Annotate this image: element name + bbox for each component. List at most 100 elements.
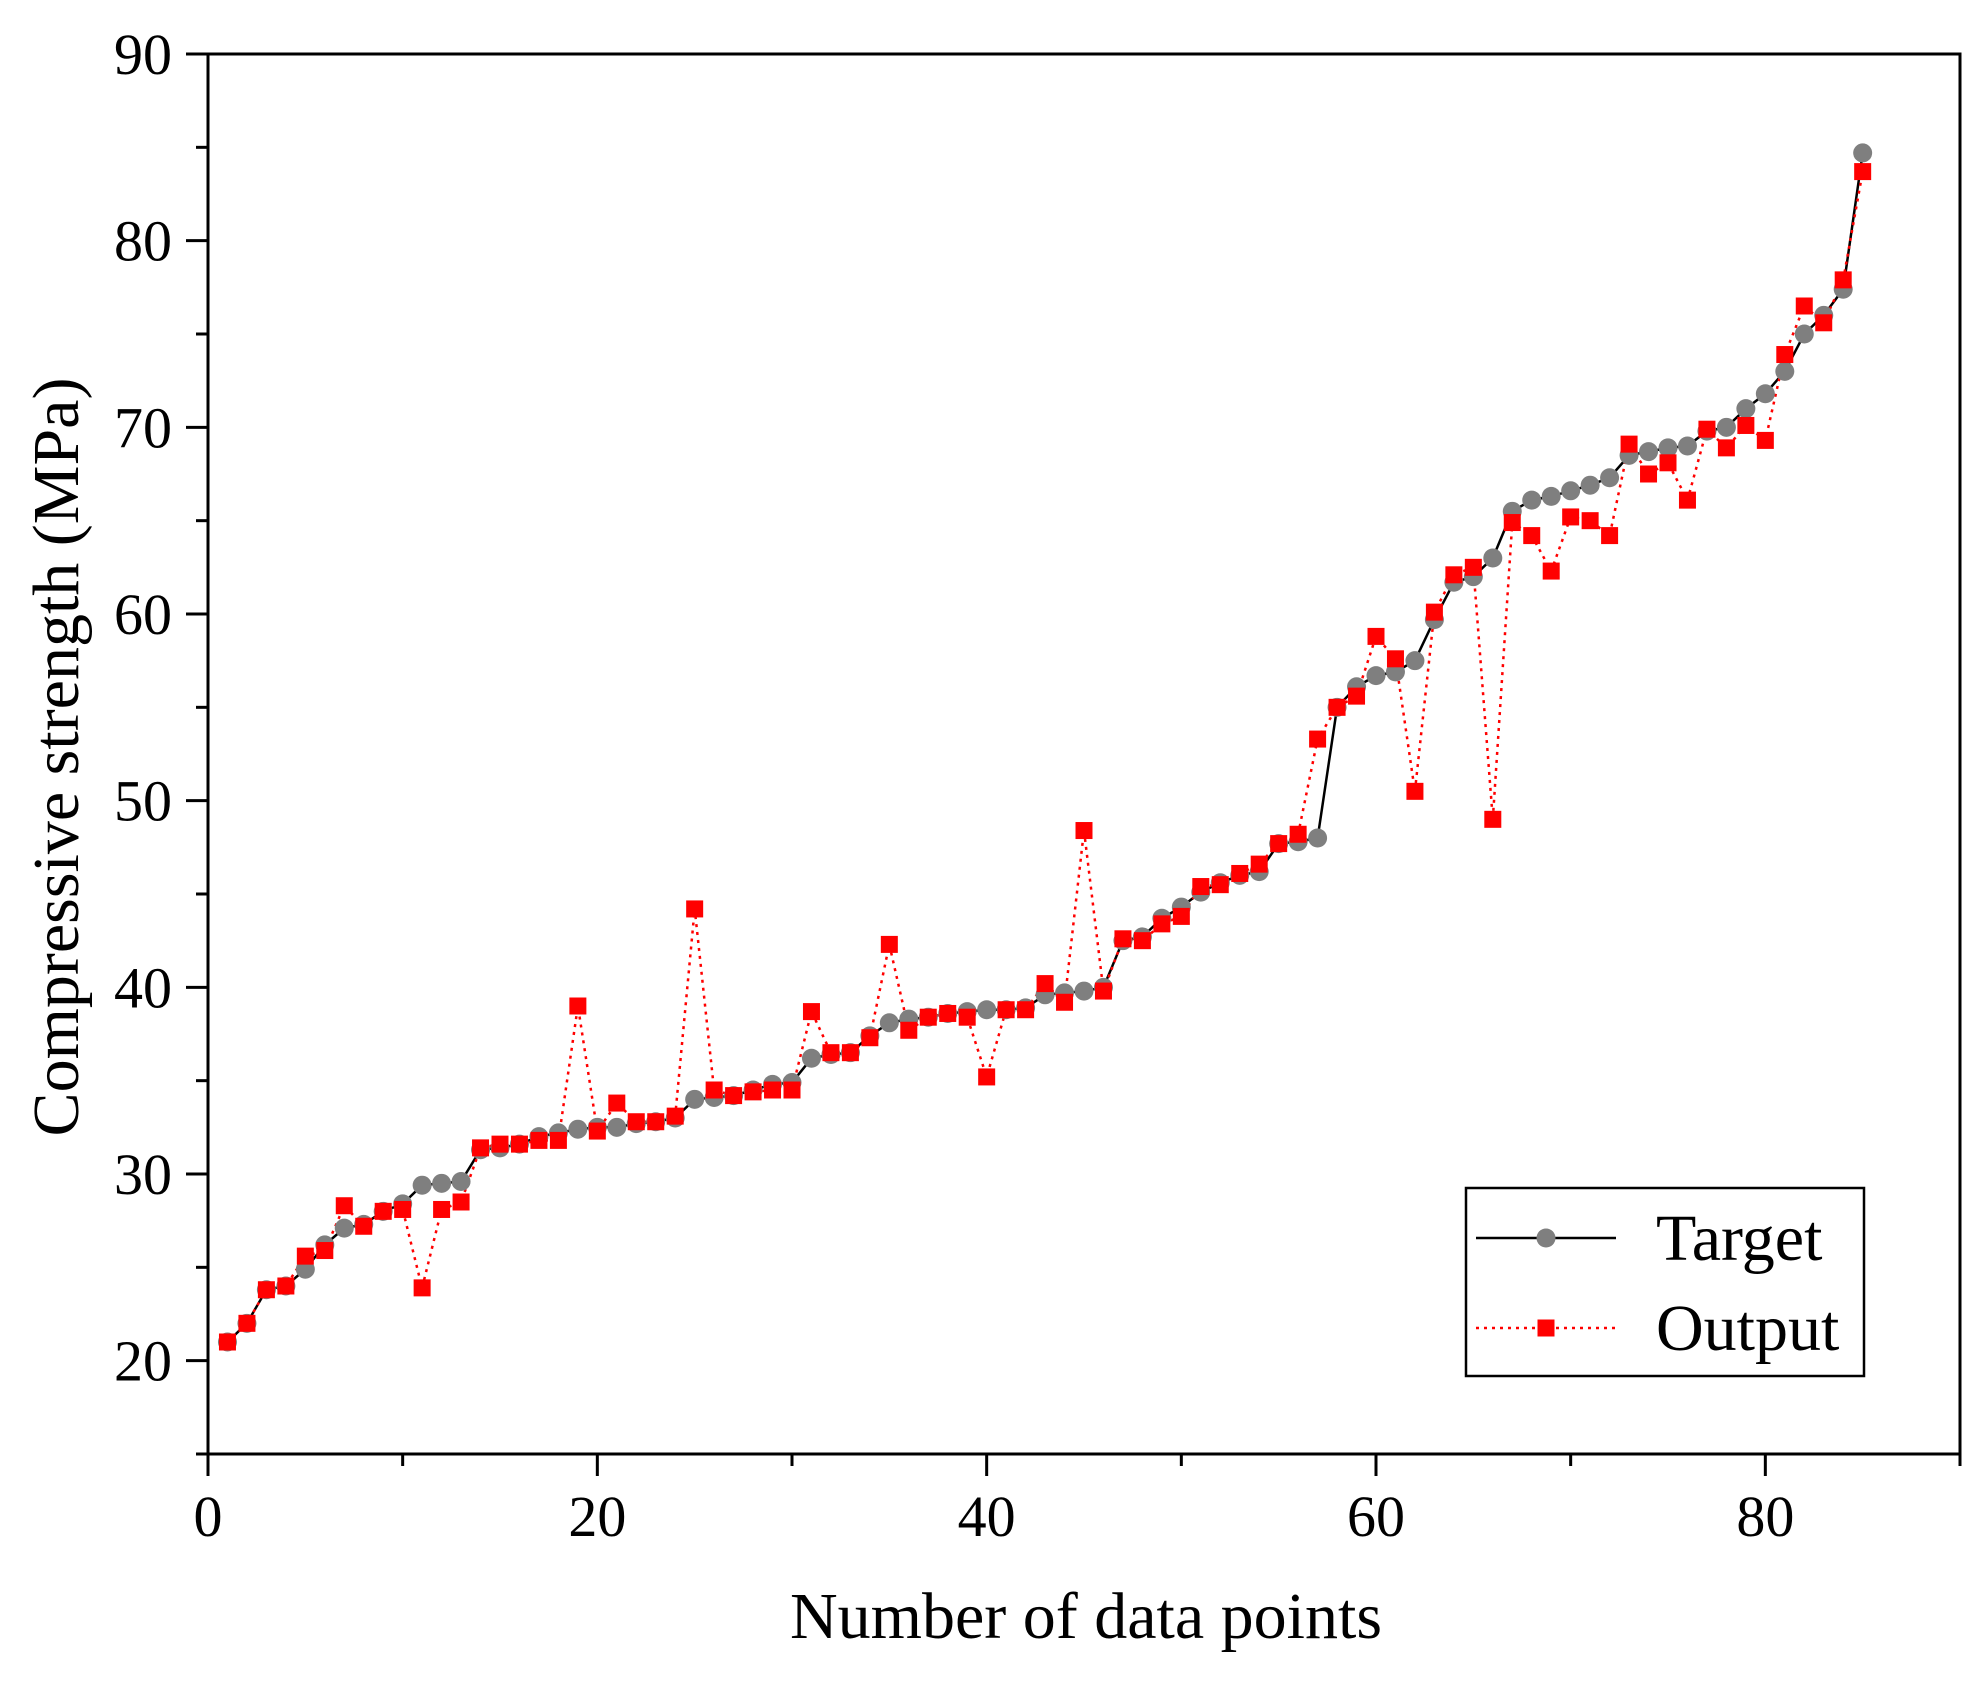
output-point [861,1029,879,1047]
output-point [705,1081,723,1099]
legend-output-label: Output [1656,1292,1839,1365]
output-point [569,997,587,1015]
output-point [1094,982,1112,1000]
output-point [1854,163,1872,181]
output-point [1114,930,1132,948]
output-point [530,1131,548,1149]
target-point [607,1117,627,1137]
output-point [1192,878,1210,896]
target-point [1074,981,1094,1001]
output-point [374,1202,392,1220]
output-point [1503,514,1521,532]
output-point [1309,730,1327,748]
output-point [257,1281,275,1299]
target-point [1561,481,1581,501]
output-point [783,1081,801,1099]
output-point [1737,416,1755,434]
output-point [1017,1001,1035,1019]
y-tick-label: 80 [114,209,172,274]
output-point [900,1021,918,1039]
output-point [880,935,898,953]
target-point [879,1013,899,1033]
output-point [218,1333,236,1351]
output-point [1036,975,1054,993]
output-point [1348,687,1366,705]
target-point [1677,436,1697,456]
legend-target-label: Target [1656,1202,1822,1275]
target-series-line [226,152,1864,1343]
output-point [394,1200,412,1218]
y-tick-label: 90 [114,22,172,87]
plot-area-frame [206,52,1962,1456]
target-point [1639,442,1659,462]
output-point [510,1135,528,1153]
output-point [452,1193,470,1211]
target-point [334,1218,354,1238]
target-point [801,1048,821,1068]
x-tick-label: 40 [958,1484,1016,1549]
output-point [1250,855,1268,873]
target-point [1775,361,1795,381]
output-point [1542,562,1560,580]
output-point [1815,314,1833,332]
x-axis-title: Number of data points [790,1580,1382,1653]
output-point [1328,698,1346,716]
y-tick-label: 30 [114,1142,172,1207]
target-point [977,1000,997,1020]
output-point [1425,603,1443,621]
output-point [1445,566,1463,584]
output-point [958,1008,976,1026]
output-point [1756,431,1774,449]
target-point [451,1171,471,1191]
output-point [978,1068,996,1086]
y-tick-label: 70 [114,395,172,460]
output-point [1211,876,1229,894]
output-point [1776,346,1794,364]
output-point [725,1087,743,1105]
output-point [1659,454,1677,472]
y-axis-title: Compressive strength (MPa) [20,378,93,1137]
output-point [238,1314,256,1332]
target-point [1658,438,1678,458]
legend-box [1464,1186,1866,1378]
y-tick-label: 60 [114,582,172,647]
y-tick-label: 40 [114,955,172,1020]
x-tick-label: 60 [1347,1484,1405,1549]
output-point [627,1113,645,1131]
target-point [1736,399,1756,419]
output-point [1406,782,1424,800]
output-point [841,1044,859,1062]
target-point [1366,666,1386,686]
output-point [1678,491,1696,509]
target-point [1716,417,1736,437]
output-point [1386,650,1404,668]
target-point [1755,384,1775,404]
legend-target-marker [1536,1228,1556,1248]
output-point [1367,627,1385,645]
output-point [1056,993,1074,1011]
output-point [472,1139,490,1157]
output-series-line [226,171,1864,1343]
output-point [1484,810,1502,828]
x-tick-label: 0 [194,1484,223,1549]
output-point [355,1217,373,1235]
target-point [412,1175,432,1195]
target-point [685,1089,705,1109]
output-point [549,1131,567,1149]
output-point [1464,558,1482,576]
target-point [1794,324,1814,344]
output-point [608,1094,626,1112]
target-point [1483,548,1503,568]
output-point [1075,822,1093,840]
output-point [1834,271,1852,289]
output-point [296,1247,314,1265]
target-point [1600,468,1620,488]
output-point [764,1081,782,1099]
output-point [1601,527,1619,545]
output-point [1523,527,1541,545]
output-point [1231,864,1249,882]
output-point [1698,420,1716,438]
output-point [1640,465,1658,483]
output-point [647,1113,665,1131]
